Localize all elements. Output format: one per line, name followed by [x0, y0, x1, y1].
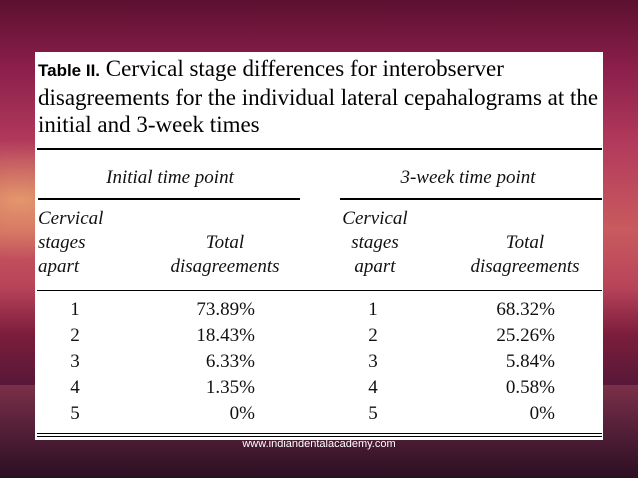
group-rule-3week — [340, 198, 602, 200]
cell-pct-3week: 68.32% — [496, 299, 555, 320]
header-stages-line3: apart — [38, 256, 80, 277]
header-total-line1: Total — [205, 232, 245, 253]
header-stages-line2: stages — [38, 232, 86, 253]
cell-pct-initial: 18.43% — [196, 325, 255, 346]
group-header-initial: Initial time point — [106, 167, 234, 188]
bottom-rule — [37, 433, 602, 434]
group-rule-initial — [38, 198, 300, 200]
group-header-3week: 3-week time point — [400, 167, 536, 188]
header-stages-3week: Cervical stages apart — [335, 207, 415, 279]
header-stages-line2: stages — [351, 232, 399, 253]
caption-text: Cervical stage differences for interobse… — [38, 56, 599, 137]
header-stages-initial: Cervical stages apart — [38, 207, 103, 279]
cell-stage-initial: 2 — [70, 325, 80, 346]
table-label: Table II. — [38, 61, 101, 80]
table-panel: Table II. Cervical stage differences for… — [35, 52, 603, 440]
cell-pct-initial: 6.33% — [205, 351, 255, 372]
cell-stage-initial: 1 — [70, 299, 80, 320]
cell-stage-3week: 5 — [368, 403, 378, 424]
header-stages-line1: Cervical — [38, 208, 104, 229]
cell-pct-initial: 0% — [229, 403, 255, 424]
cell-pct-initial: 1.35% — [205, 377, 255, 398]
header-rule — [37, 290, 602, 291]
bottom-rule-2 — [37, 436, 602, 437]
header-total-line2: disagreements — [170, 256, 280, 277]
cell-stage-3week: 1 — [368, 299, 378, 320]
header-stages-line3: apart — [354, 256, 396, 277]
cell-stage-initial: 3 — [70, 351, 80, 372]
header-total-line2: disagreements — [470, 256, 580, 277]
header-stages-line1: Cervical — [342, 208, 408, 229]
cell-pct-3week: 5.84% — [505, 351, 555, 372]
header-total-initial: Total disagreements — [160, 231, 290, 279]
header-total-line1: Total — [505, 232, 545, 253]
cell-stage-initial: 4 — [70, 377, 80, 398]
top-rule — [37, 148, 602, 150]
cell-pct-3week: 0% — [529, 403, 555, 424]
cell-stage-3week: 2 — [368, 325, 378, 346]
footer-url: www.indiandentalacademy.com — [242, 438, 396, 450]
cell-pct-3week: 25.26% — [496, 325, 555, 346]
cell-stage-3week: 4 — [368, 377, 378, 398]
cell-pct-initial: 73.89% — [196, 299, 255, 320]
header-total-3week: Total disagreements — [460, 231, 590, 279]
cell-stage-3week: 3 — [368, 351, 378, 372]
table-caption: Table II. Cervical stage differences for… — [38, 55, 600, 138]
cell-stage-initial: 5 — [70, 403, 80, 424]
cell-pct-3week: 0.58% — [505, 377, 555, 398]
